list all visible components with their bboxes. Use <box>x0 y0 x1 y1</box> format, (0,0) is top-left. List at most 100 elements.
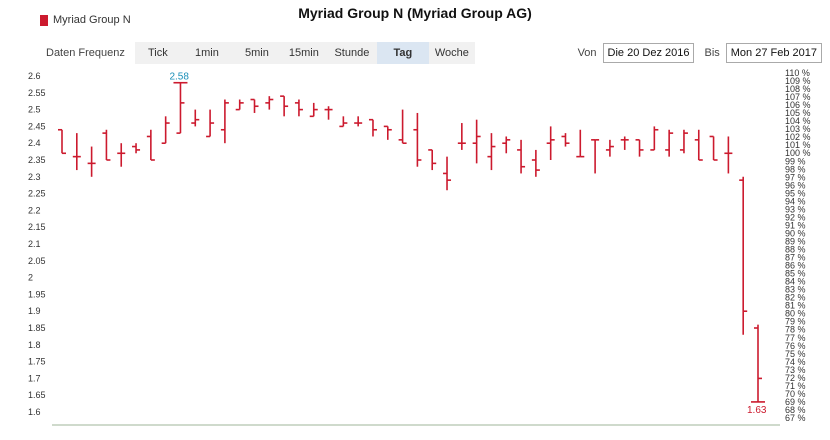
legend: Myriad Group N <box>40 14 131 26</box>
ohlc-bar <box>620 136 629 150</box>
ohlc-bar <box>694 129 703 161</box>
percent-tick-label: 103 % <box>785 124 811 134</box>
ohlc-bar <box>576 129 585 158</box>
left-price-axis: 2.6 2.55 2.5 2.45 2.4 2.35 2.3 2.25 2.2 2.15 2.1 2.… <box>28 71 46 417</box>
y-tick-label: 1.65 <box>28 390 46 400</box>
y-tick-label: 1.75 <box>28 357 46 367</box>
percent-tick-label: 81 % <box>785 301 806 311</box>
percent-tick-label: 94 % <box>785 196 806 206</box>
ohlc-bar <box>339 116 348 128</box>
legend-swatch <box>40 14 48 26</box>
y-tick-label: 2.2 <box>28 205 41 215</box>
percent-tick-label: 70 % <box>785 389 806 399</box>
ohlc-bar <box>605 139 614 157</box>
freq-tab-5min[interactable]: 5min <box>244 47 269 59</box>
ohlc-bar <box>546 126 555 160</box>
ohlc-bar <box>679 129 688 154</box>
y-tick-label: 2.1 <box>28 239 41 249</box>
y-tick-label: 2.05 <box>28 256 46 266</box>
percent-tick-label: 85 % <box>785 269 806 279</box>
y-tick-label: 2.25 <box>28 189 46 199</box>
ohlc-bar <box>368 118 377 137</box>
ohlc-bar <box>146 129 155 161</box>
to-label: Bis <box>704 47 720 59</box>
percent-tick-label: 77 % <box>785 333 806 343</box>
freq-tab-tick[interactable]: Tick <box>148 47 168 59</box>
percent-tick-label: 109 % <box>785 76 811 86</box>
y-tick-label: 2.6 <box>28 71 41 81</box>
ohlc-bar <box>487 133 496 171</box>
percent-tick-label: 74 % <box>785 357 806 367</box>
freq-tab-1min[interactable]: 1min <box>194 47 219 59</box>
percent-tick-label: 80 % <box>785 309 806 319</box>
right-percent-axis: 110 %109 %108 %107 %106 %105 %104 %103 %… <box>785 68 811 423</box>
ohlc-bar <box>176 82 185 134</box>
percent-tick-label: 87 % <box>785 253 806 263</box>
percent-tick-label: 92 % <box>785 212 806 222</box>
percent-tick-label: 82 % <box>785 293 806 303</box>
y-tick-label: 1.7 <box>28 373 41 383</box>
y-tick-label: 2.5 <box>28 105 41 115</box>
ohlc-bar <box>650 126 659 151</box>
percent-tick-label: 68 % <box>785 405 806 415</box>
y-tick-label: 2 <box>28 273 33 283</box>
min-price-label: 1.63 <box>747 405 767 416</box>
percent-tick-label: 110 % <box>785 68 810 78</box>
percent-tick-label: 86 % <box>785 261 806 271</box>
ohlc-bar <box>635 139 644 157</box>
percent-tick-label: 105 % <box>785 108 811 118</box>
percent-tick-label: 79 % <box>785 317 806 327</box>
percent-tick-label: 75 % <box>785 349 806 359</box>
percent-tick-label: 67 % <box>785 413 806 423</box>
ohlc-bar <box>161 116 170 144</box>
ohlc-bar <box>117 143 126 167</box>
to-date-input[interactable]: Mon 27 Feb 2017 <box>725 43 822 63</box>
ohlc-bar <box>220 99 229 144</box>
freq-tab-15min[interactable]: 15min <box>288 47 319 59</box>
freq-tab-tag[interactable]: Tag <box>376 42 429 64</box>
ohlc-bar <box>754 324 762 402</box>
frequency-label: Daten Frequenz <box>46 47 125 59</box>
percent-tick-label: 76 % <box>785 341 806 351</box>
ohlc-bar <box>102 129 111 161</box>
ohlc-bar <box>191 109 200 127</box>
ohlc-bar <box>132 143 141 154</box>
percent-tick-label: 104 % <box>785 116 811 126</box>
ohlc-bar <box>324 106 333 120</box>
percent-tick-label: 99 % <box>785 156 806 166</box>
legend-label: Myriad Group N <box>53 14 131 26</box>
ohlc-bar <box>58 128 66 155</box>
ohlc-bar <box>472 119 481 164</box>
ohlc-bar <box>235 99 244 111</box>
percent-tick-label: 72 % <box>785 373 806 383</box>
annotations: 2.58 1.63 <box>169 72 766 416</box>
ohlc-bar <box>72 133 81 171</box>
ohlc-bar <box>561 133 570 147</box>
from-label: Von <box>577 47 597 59</box>
ohlc-bar <box>457 123 466 150</box>
y-tick-label: 1.95 <box>28 289 46 299</box>
frequency-toolbar: Daten Frequenz Tick 1min 5min 15min Stun… <box>44 42 475 64</box>
ohlc-bar <box>250 98 259 113</box>
percent-tick-label: 89 % <box>785 236 806 246</box>
y-tick-label: 2.4 <box>28 138 41 148</box>
percent-tick-label: 97 % <box>785 172 806 182</box>
percent-tick-label: 96 % <box>785 180 806 190</box>
ohlc-bar <box>591 139 600 174</box>
ohlc-bar <box>709 135 718 161</box>
ohlc-bar <box>531 149 540 177</box>
ohlc-bars <box>58 82 762 402</box>
freq-tab-stunde[interactable]: Stunde <box>334 47 370 59</box>
frequency-tabs: Tick 1min 5min 15min Stunde Tag Woche <box>134 42 475 64</box>
percent-tick-label: 71 % <box>785 381 806 391</box>
y-tick-label: 1.9 <box>28 306 41 316</box>
freq-tab-woche[interactable]: Woche <box>434 47 469 59</box>
ohlc-bar <box>398 109 407 144</box>
ohlc-bar <box>294 99 303 117</box>
percent-tick-label: 100 % <box>785 148 811 158</box>
y-tick-label: 1.85 <box>28 323 46 333</box>
ohlc-bar <box>739 176 748 335</box>
ohlc-bar <box>265 96 274 110</box>
percent-tick-label: 73 % <box>785 365 806 375</box>
from-date-input[interactable]: Die 20 Dez 2016 <box>602 43 695 63</box>
